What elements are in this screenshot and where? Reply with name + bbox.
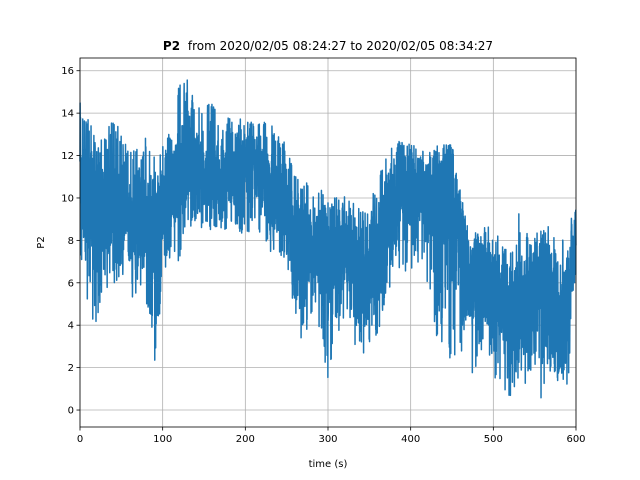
y-tick-label: 14 (61, 109, 74, 120)
y-tick-label: 12 (61, 151, 74, 162)
y-tick-label: 8 (68, 236, 74, 247)
x-tick-label: 400 (401, 434, 420, 445)
y-axis-label: P2 (36, 236, 47, 248)
y-tick-label: 16 (61, 66, 74, 77)
chart-title: P2 from 2020/02/05 08:24:27 to 2020/02/0… (163, 39, 493, 53)
chart-title-bold: P2 (163, 39, 180, 53)
x-tick-label: 100 (153, 434, 172, 445)
x-tick-label: 0 (77, 434, 83, 445)
x-axis-ticks: 0 100 200 300 400 500 600 (77, 427, 586, 445)
x-axis-label: time (s) (309, 459, 348, 470)
chart-title-rest: from 2020/02/05 08:24:27 to 2020/02/05 0… (188, 39, 493, 53)
y-axis-ticks: 0 2 4 6 8 10 12 14 16 (61, 66, 80, 417)
y-tick-label: 2 (68, 363, 74, 374)
y-tick-label: 6 (68, 278, 74, 289)
x-tick-label: 200 (236, 434, 255, 445)
x-tick-label: 300 (318, 434, 337, 445)
x-tick-label: 500 (484, 434, 503, 445)
data-layer (79, 79, 577, 399)
y-tick-label: 4 (68, 321, 74, 332)
y-tick-label: 0 (68, 406, 74, 417)
y-tick-label: 10 (61, 193, 74, 204)
series-line-p2 (79, 79, 577, 399)
x-tick-label: 600 (566, 434, 585, 445)
